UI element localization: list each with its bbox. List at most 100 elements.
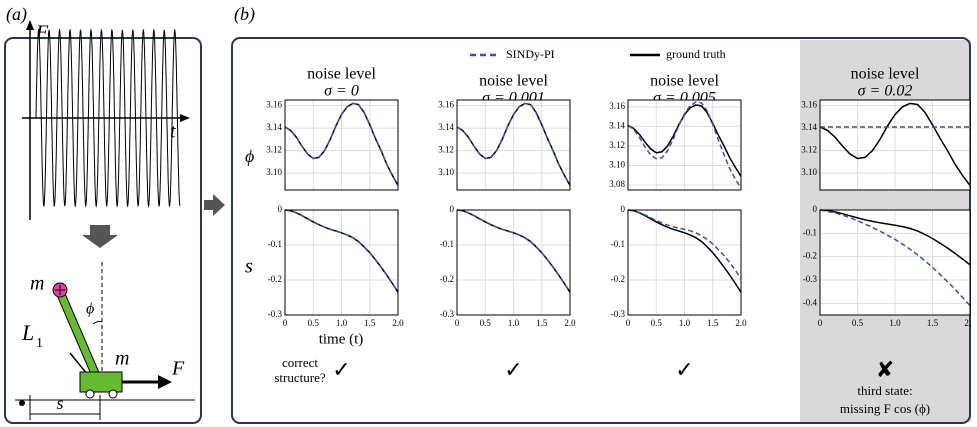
axis-label: ϕ <box>245 146 254 166</box>
series-line <box>819 102 971 186</box>
y-tick-label: -0.3 <box>268 309 283 319</box>
x-tick-label: 2.0 <box>964 318 976 328</box>
y-tick-label: -0.3 <box>611 309 626 319</box>
arrowhead <box>26 20 34 30</box>
x-tick-label: 0.5 <box>480 318 492 328</box>
series-line <box>456 209 571 293</box>
x-tick-label: 1.5 <box>536 318 548 328</box>
arrow <box>82 225 118 248</box>
column-title: noise level <box>851 66 920 83</box>
plot-frame <box>456 99 571 191</box>
label: F <box>35 22 49 44</box>
x-tick-label: 1.0 <box>336 318 348 328</box>
series-line <box>627 209 742 280</box>
series-line <box>456 102 571 186</box>
y-tick-label: 3.12 <box>438 145 454 155</box>
x-tick-label: 1.0 <box>889 318 901 328</box>
axis-label: s <box>245 256 253 278</box>
label: F <box>171 358 185 380</box>
x-tick-label: 0.5 <box>852 318 864 328</box>
plot-frame <box>456 209 571 316</box>
column-title: noise level <box>307 66 376 83</box>
wheel <box>85 389 95 399</box>
y-tick-label: 3.10 <box>266 167 282 177</box>
arrowhead <box>180 114 190 122</box>
origin <box>19 400 25 406</box>
plot-frame <box>819 209 971 316</box>
panel-label: (a) <box>6 4 27 25</box>
x-tick-label: 1.5 <box>364 318 376 328</box>
pole <box>56 290 101 380</box>
structure-mark: ✘ <box>876 357 894 382</box>
y-tick-label: 3.10 <box>609 160 625 170</box>
legend-label: SINDy-PI <box>506 47 555 61</box>
label: ϕ <box>86 301 94 318</box>
column-sigma: σ = 0.02 <box>858 83 913 100</box>
column-sigma: σ = 0 <box>324 83 359 100</box>
series-line <box>284 209 399 293</box>
x-tick-label: 1.5 <box>707 318 719 328</box>
x-tick-label: 0 <box>455 318 460 328</box>
y-tick-label: -0.4 <box>803 297 818 307</box>
label: t <box>170 121 176 143</box>
label: 1 <box>36 336 43 351</box>
plot-frame <box>284 99 399 191</box>
plot-frame <box>627 99 742 191</box>
x-tick-label: 0.5 <box>651 318 663 328</box>
arrowhead <box>158 375 172 389</box>
label: m <box>115 348 129 370</box>
note: missing F cos (ϕ) <box>840 401 930 416</box>
label: s <box>56 393 63 413</box>
x-tick-label: 2.0 <box>564 318 576 328</box>
y-tick-label: -0.2 <box>611 274 625 284</box>
wheel <box>108 389 118 399</box>
structure-mark: ✓ <box>332 357 350 382</box>
panel-a-box <box>4 37 202 424</box>
y-tick-label: -0.1 <box>268 239 282 249</box>
x-tick-label: 1.5 <box>927 318 939 328</box>
series-line <box>819 209 971 266</box>
series-line <box>627 101 742 189</box>
row-question: correct <box>282 355 318 370</box>
row-question: structure? <box>274 370 325 385</box>
structure-mark: ✓ <box>504 357 522 382</box>
y-tick-label: 3.16 <box>266 100 282 110</box>
y-tick-label: 3.10 <box>438 167 454 177</box>
y-tick-label: 3.08 <box>609 179 625 189</box>
y-tick-label: -0.1 <box>803 227 817 237</box>
y-tick-label: 3.12 <box>609 140 625 150</box>
y-tick-label: -0.3 <box>440 309 455 319</box>
y-tick-label: -0.2 <box>268 274 282 284</box>
series-line <box>819 209 971 307</box>
label: L <box>21 320 34 345</box>
column-title: noise level <box>479 73 548 90</box>
y-tick-label: 0 <box>621 204 626 214</box>
x-tick-label: 1.0 <box>679 318 691 328</box>
y-tick-label: 3.16 <box>438 100 454 110</box>
y-tick-label: 3.10 <box>801 167 817 177</box>
y-tick-label: 3.14 <box>266 122 282 132</box>
axis-label: time (t) <box>319 331 364 347</box>
x-tick-label: 0.5 <box>308 318 320 328</box>
y-tick-label: 0 <box>813 204 818 214</box>
x-tick-label: 2.0 <box>392 318 404 328</box>
note: third state: <box>857 383 912 398</box>
angle-arc <box>92 320 103 325</box>
y-tick-label: -0.2 <box>803 251 817 261</box>
column-title: noise level <box>650 73 719 90</box>
structure-mark: ✓ <box>675 357 693 382</box>
arrow <box>204 194 225 216</box>
forcing-wave <box>35 28 181 208</box>
plot-frame <box>819 99 971 191</box>
legend-label: ground truth <box>666 47 726 61</box>
x-tick-label: 2.0 <box>735 318 747 328</box>
plot-frame <box>627 209 742 316</box>
diagram: F t m ϕ L 1 m F s <box>15 20 195 420</box>
x-tick-label: 0 <box>283 318 288 328</box>
x-tick-label: 0 <box>818 318 823 328</box>
label: m <box>30 273 44 295</box>
y-tick-label: 3.14 <box>438 122 454 132</box>
y-tick-label: 3.14 <box>609 120 625 130</box>
